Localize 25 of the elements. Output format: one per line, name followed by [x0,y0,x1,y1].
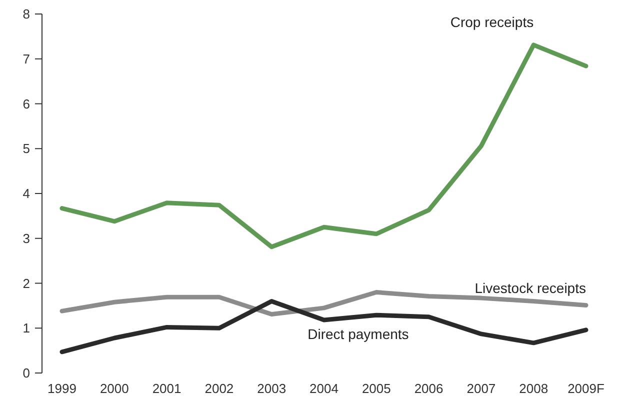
y-tick-label: 7 [22,51,30,66]
x-tick-label: 2000 [100,381,129,396]
series-label: Livestock receipts [474,280,586,296]
y-tick-label: 2 [22,276,30,291]
x-tick-label: 2003 [257,381,286,396]
y-tick-label: 6 [22,96,30,112]
x-tick-label: 2004 [310,381,338,396]
y-tick-label: 5 [22,141,30,156]
y-tick-label: 3 [22,230,30,246]
x-tick-label: 2005 [362,381,391,396]
x-tick-label: 2009F [568,381,604,396]
y-tick-label: 8 [22,6,30,22]
y-tick-label: 4 [22,186,30,202]
y-tick-label: 0 [22,366,30,381]
series-label: Direct payments [308,326,409,342]
y-tick-label: 1 [22,320,30,336]
x-tick-label: 2002 [204,381,234,396]
line-series [60,42,588,250]
line-series [60,298,588,354]
x-tick-label: 2007 [466,381,496,396]
series-label: Crop receipts [450,14,534,30]
x-tick-label: 1999 [48,381,76,396]
x-tick-label: 2008 [519,381,548,396]
x-tick-label: 2006 [414,381,444,396]
x-tick-label: 2001 [152,381,182,396]
